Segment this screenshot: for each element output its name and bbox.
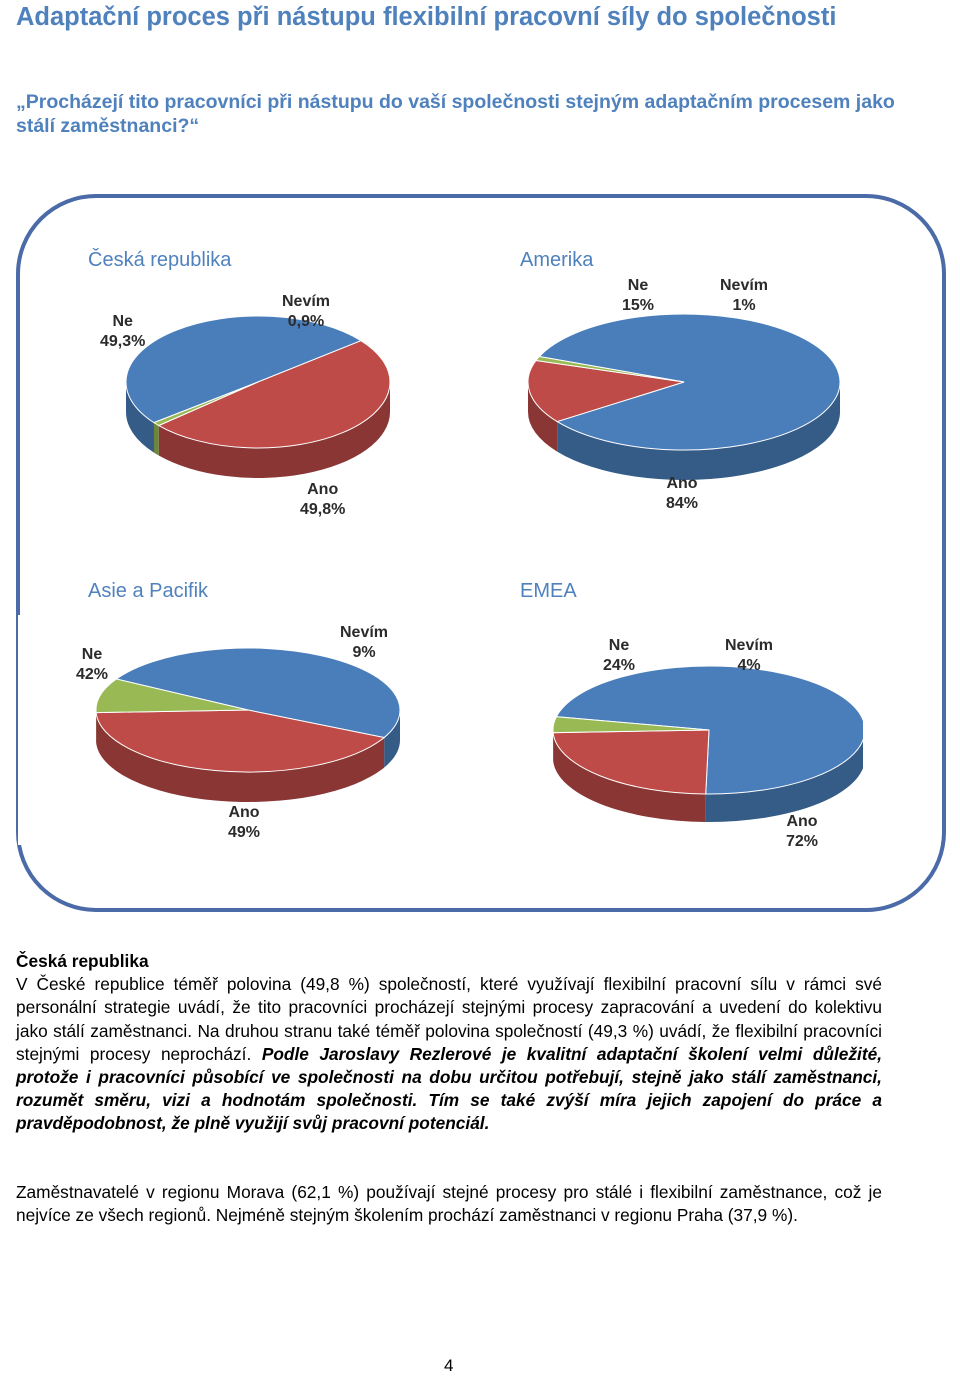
pie-slice-ne	[552, 729, 710, 795]
pie-label-emea-ano: Ano 72%	[786, 813, 819, 850]
pie-label-amerika-ne: Ne 15%	[622, 277, 655, 314]
section-heading: Česká republika	[16, 951, 149, 971]
pie-side-ne	[158, 382, 391, 478]
chart-title-asie: Asie a Pacifik	[88, 580, 209, 602]
page-title: Adaptační proces při nástupu flexibilní …	[16, 3, 837, 31]
pie-chart-emea: Ne 24% Nevím 4% Ano 72%	[541, 630, 863, 863]
pie-side-ano	[705, 740, 863, 822]
page-number: 4	[444, 1356, 454, 1375]
pie-slice-ne	[95, 709, 386, 773]
pie-slice-nevím	[95, 678, 249, 714]
chart-title-emea: EMEA	[520, 580, 577, 602]
pie-label-cz-nevim: Nevím 0,9%	[282, 293, 331, 330]
chart-title-cz: Česká republika	[88, 249, 232, 271]
pie-label-amerika-nevim: Nevím 1%	[720, 277, 769, 314]
article-paragraph-2: Zaměstnavatelé v regionu Morava (62,1 %)…	[16, 1182, 882, 1226]
pie-side-ano	[126, 382, 154, 453]
chart-title-amerika: Amerika	[520, 249, 594, 271]
pie-slice-nevím	[535, 355, 685, 383]
pie-side-ne	[553, 732, 706, 822]
pie-label-emea-nevim: Nevím 4%	[725, 637, 774, 674]
pie-label-asie-ano: Ano 49%	[228, 804, 261, 841]
pie-label-asie-nevim: Nevím 9%	[340, 624, 389, 661]
pie-slice-ne	[527, 359, 685, 423]
pie-label-emea-ne: Ne 24%	[603, 637, 636, 674]
pie-slice-ano	[115, 647, 401, 739]
pie-slice-ano	[555, 665, 863, 795]
pie-slice-nevím	[552, 716, 710, 734]
pie-side-ne	[96, 712, 385, 802]
pie-label-cz-ano: Ano 49,8%	[300, 481, 346, 518]
pie-label-amerika-ano: Ano 84%	[666, 475, 699, 512]
pie-side-ne	[528, 382, 558, 452]
pie-chart-asie: Ne 42% Nevím 9% Ano 49%	[18, 615, 466, 845]
pie-slice-nevím	[152, 381, 259, 427]
pie-label-cz-ne: Ne 49,3%	[100, 313, 146, 350]
pie-chart-amerika: Ne 15% Nevím 1% Ano 84%	[510, 270, 863, 520]
pie-slice-ano	[125, 315, 363, 424]
pie-chart-cz: Ne 49,3% Nevím 0,9% Ano 49,8%	[52, 270, 477, 550]
paragraph-1-text: V České republice téměř polovina (49,8 %…	[16, 974, 882, 1064]
pie-slice-ano	[538, 313, 841, 451]
pie-slice-ne	[157, 340, 391, 449]
paragraph-1-emphasis: Podle Jaroslavy Rezlerové je kvalitní ad…	[16, 1043, 883, 1134]
article-paragraph-1: Česká republika V České republice téměř …	[16, 950, 882, 1136]
pie-side-ano	[557, 382, 840, 480]
pie-side-nevím	[153, 422, 159, 456]
pie-label-asie-ne: Ne 42%	[76, 646, 109, 683]
survey-question: „Procházejí tito pracovníci při nástupu …	[16, 91, 895, 137]
